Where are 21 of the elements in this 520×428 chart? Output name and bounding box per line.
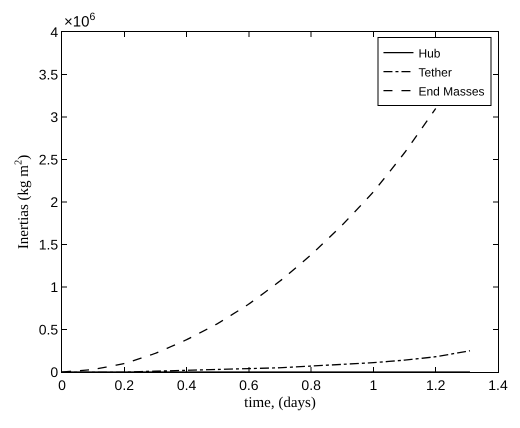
x-tick-label: 1.4 [488, 376, 508, 393]
x-tick-label: 1 [370, 376, 378, 393]
x-tick-label: 0.2 [114, 376, 134, 393]
legend-label: Hub [418, 46, 441, 60]
y-tick-label: 2 [50, 194, 58, 210]
y-tick-label: 0 [50, 364, 58, 380]
x-tick-label: 1.2 [426, 376, 446, 393]
y-tick-label: 1.5 [38, 236, 58, 252]
y-tick-label: 3.5 [38, 66, 58, 82]
x-tick-label: 0.4 [176, 376, 197, 393]
y-tick-label: 2.5 [38, 151, 58, 168]
x-tick-label: 0.8 [301, 376, 322, 393]
x-tick-label: 0.6 [239, 376, 259, 393]
y-tick-label: 3 [50, 108, 58, 125]
legend-label: End Masses [418, 84, 484, 98]
y-tick-label: 4 [50, 24, 58, 40]
y-tick-label: 0.5 [38, 321, 58, 338]
y-tick-label: 1 [50, 278, 58, 295]
legend-label: Tether [418, 65, 452, 80]
text: ×10$^{6}$ [64, 11, 96, 30]
x-axis-title: time, (days) [244, 394, 316, 411]
